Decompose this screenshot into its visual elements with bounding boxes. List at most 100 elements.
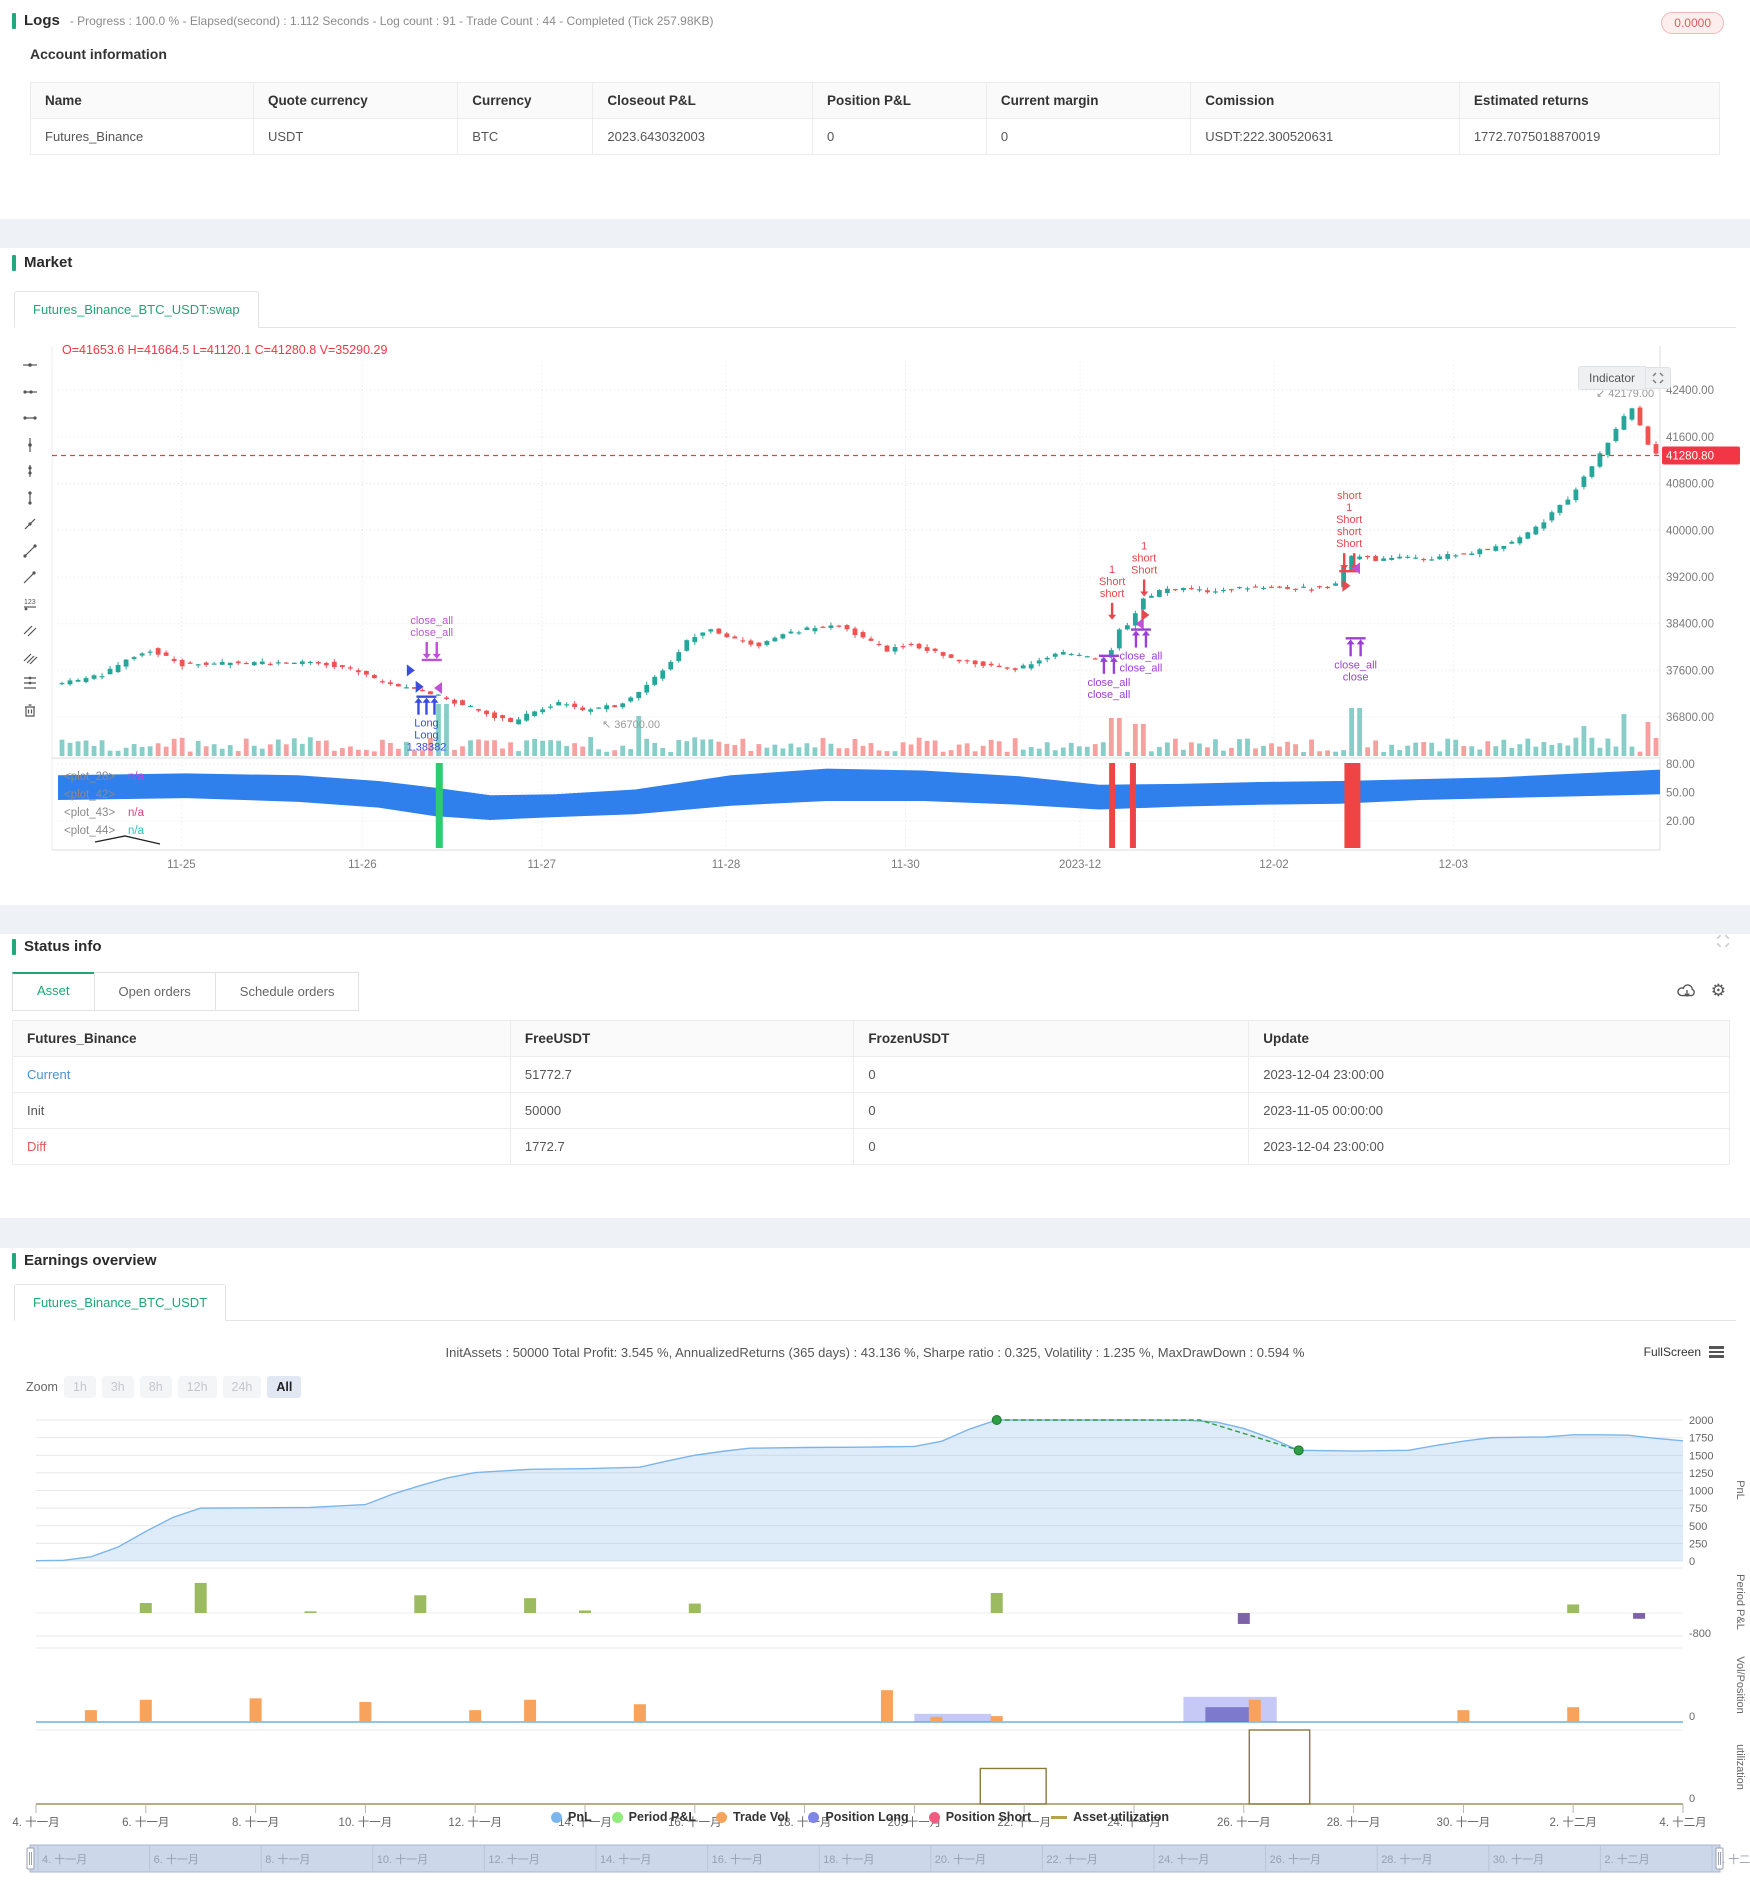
zoom-option-12h[interactable]: 12h [177,1376,217,1398]
status-row: Init 50000 0 2023-11-05 00:00:00 [12,1092,1730,1129]
svg-text:12-03: 12-03 [1439,859,1468,871]
status-expand-button[interactable] [1716,934,1730,953]
svg-text:16. 十一月: 16. 十一月 [712,1852,763,1866]
trendline-dots-tool-icon[interactable] [17,538,43,565]
legend-dot-icon [611,1811,623,1823]
parallel-lines-tool-icon[interactable] [17,617,43,644]
legend-dot-icon [551,1811,563,1823]
svg-text:50.00: 50.00 [1666,787,1695,799]
parallel-channel-tool-icon[interactable] [17,644,43,671]
earnings-section-title: Earnings overview [12,1252,157,1269]
svg-text:40800.00: 40800.00 [1666,479,1714,491]
chart-expand-button[interactable] [1646,367,1672,389]
svg-text:1250: 1250 [1689,1468,1713,1480]
svg-text:4. 十二月: 4. 十二月 [1659,1815,1706,1829]
vline-dot-tool-icon[interactable] [17,432,43,459]
svg-text:PnL: PnL [1734,1480,1746,1500]
svg-text:30. 十一月: 30. 十一月 [1437,1815,1491,1829]
cloud-download-icon[interactable] [1677,982,1697,1005]
svg-text:4. 十一月: 4. 十一月 [42,1852,87,1866]
menu-icon[interactable] [1709,1344,1724,1360]
svg-text:10. 十一月: 10. 十一月 [339,1815,393,1829]
svg-text:Vol/Position: Vol/Position [1734,1656,1746,1713]
legend-item-position-short[interactable]: Position Short [928,1810,1031,1824]
gear-icon[interactable]: ⚙ [1710,981,1726,1000]
svg-text:Short: Short [1131,564,1157,576]
account-col-header: Estimated returns [1458,82,1721,119]
legend-item-period-p-l[interactable]: Period P&L [611,1810,696,1824]
status-row-label: Current [12,1056,511,1093]
delete-trash-icon[interactable] [17,697,43,724]
svg-text:Short: Short [1336,514,1362,526]
legend-label: Trade Vol [733,1810,789,1824]
svg-text:<plot_43>: <plot_43> [64,807,115,819]
svg-text:short: short [1100,588,1124,600]
svg-text:28. 十一月: 28. 十一月 [1327,1815,1381,1829]
svg-text:O=41653.6 H=41664.5 L=41120.1: O=41653.6 H=41664.5 L=41120.1 C=41280.8 … [62,343,387,357]
status-free: 50000 [509,1092,855,1129]
tab-earnings-symbol[interactable]: Futures_Binance_BTC_USDT [14,1284,227,1321]
account-cell: 2023.643032003 [592,118,813,155]
account-row: Futures_Binance USDT BTC 2023.643032003 0 0 US… [30,118,1721,155]
status-update: 2023-11-05 00:00:00 [1248,1092,1730,1129]
svg-text:close_all: close_all [1120,663,1163,675]
zoom-option-24h[interactable]: 24h [222,1376,262,1398]
green-bar [12,12,16,29]
status-tab-asset[interactable]: Asset [12,972,95,1011]
status-row-link[interactable]: Current [27,1067,71,1082]
legend-item-asset-utilization[interactable]: Asset utilization [1051,1810,1169,1824]
ray-tool-icon[interactable] [17,564,43,591]
legend-label: PnL [568,1810,592,1824]
account-cell: USDT [252,118,459,155]
hray-tool-icon[interactable] [17,379,43,406]
fullscreen-label: FullScreen [1643,1344,1701,1359]
legend-item-pnl[interactable]: PnL [551,1810,592,1824]
zoom-option-8h[interactable]: 8h [139,1376,172,1398]
svg-text:20.00: 20.00 [1666,816,1695,828]
legend-item-position-long[interactable]: Position Long [808,1810,909,1824]
hline-dot-tool-icon[interactable] [17,352,43,379]
status-col-header: Futures_Binance [12,1020,511,1057]
svg-text:8. 十一月: 8. 十一月 [265,1852,310,1866]
hsegment-tool-icon[interactable] [17,405,43,432]
zoom-option-all[interactable]: All [267,1376,302,1398]
status-free: 1772.7 [509,1128,855,1165]
svg-text:short: short [1337,526,1361,538]
svg-text:close_all: close_all [1088,677,1131,689]
trendline-tool-icon[interactable] [17,511,43,538]
tab-market-symbol[interactable]: Futures_Binance_BTC_USDT:swap [14,291,259,328]
svg-text:42400.00: 42400.00 [1666,385,1714,397]
vsegment-tool-icon[interactable] [17,485,43,512]
fullscreen-control[interactable]: FullScreen [1644,1344,1724,1360]
svg-text:1000: 1000 [1689,1486,1713,1498]
vray-tool-icon[interactable] [17,458,43,485]
indicator-button[interactable]: Indicator [1578,366,1647,390]
svg-text:1.38382: 1.38382 [407,742,447,754]
zoom-option-3h[interactable]: 3h [101,1376,134,1398]
account-col-header: Closeout P&L [592,82,813,119]
svg-text:39200.00: 39200.00 [1666,572,1714,584]
zoom-option-1h[interactable]: 1h [63,1376,96,1398]
earnings-tabs-row: Futures_Binance_BTC_USDT [14,1283,1736,1321]
svg-text:4. 十一月: 4. 十一月 [12,1815,59,1829]
legend-item-trade-vol[interactable]: Trade Vol [716,1810,788,1824]
svg-text:close: close [1343,671,1369,683]
status-frozen: 0 [853,1128,1250,1165]
fib-lines-tool-icon[interactable] [17,670,43,697]
status-tab-schedule-orders[interactable]: Schedule orders [214,972,360,1011]
earnings-stats: InitAssets : 50000 Total Profit: 3.545 %… [445,1345,1305,1360]
status-tab-open-orders[interactable]: Open orders [93,972,216,1011]
status-toolbar-icons: ⚙ [1677,982,1726,1005]
measure-123-tool-icon[interactable]: 123 [17,591,43,618]
svg-text:24. 十一月: 24. 十一月 [1158,1852,1209,1866]
earnings-chart: 200017501500125010007505002500-80000PnLP… [12,1415,1750,1873]
navigator-handle-right[interactable] [1715,1847,1724,1870]
svg-text:2023-12: 2023-12 [1059,859,1101,871]
navigator-handle-left[interactable] [26,1847,35,1870]
account-col-header: Position P&L [811,82,987,119]
svg-text:16. 十一月: 16. 十一月 [668,1815,722,1829]
status-update: 2023-12-04 23:00:00 [1248,1056,1730,1093]
svg-text:11-28: 11-28 [712,859,741,871]
account-cell: 0 [985,118,1192,155]
